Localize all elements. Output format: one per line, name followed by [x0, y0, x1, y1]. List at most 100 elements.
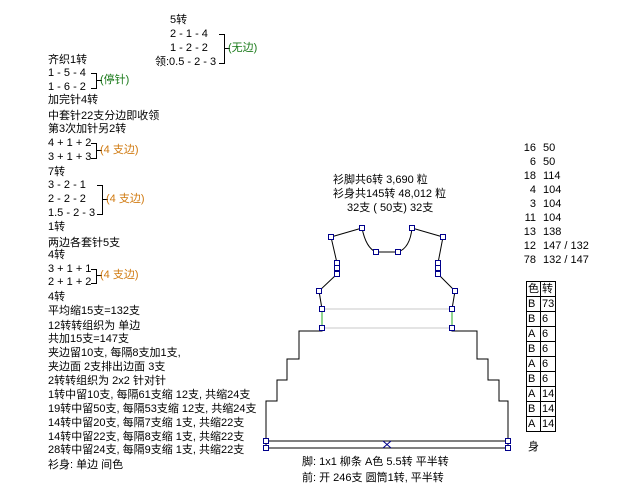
instruction-line: 1 - 5 - 4: [48, 67, 86, 79]
control-point-handle[interactable]: [505, 438, 511, 444]
footer-line: 脚: 1x1 柳条 A色 5.5转 平半转: [302, 456, 449, 468]
count-rows: 13: [523, 226, 536, 238]
instruction-line: 平均缩15支=132支: [48, 305, 141, 317]
table-cell: B: [526, 341, 541, 357]
control-point-handle[interactable]: [263, 445, 269, 451]
footer-line: 前: 开 246支 圆筒1转, 平半转: [302, 472, 444, 484]
count-value: 50: [543, 142, 556, 154]
count-value: 104: [543, 184, 562, 196]
table-cell: 色: [526, 281, 541, 297]
control-point-handle[interactable]: [334, 265, 340, 271]
instruction-line: 加完针4转: [48, 94, 99, 106]
instruction-line: 4转: [48, 291, 66, 303]
count-rows: 4: [529, 184, 536, 196]
instruction-line: 19转中留50支, 每隔53支缩 12支, 共缩24支: [48, 403, 257, 415]
control-point-handle[interactable]: [435, 260, 441, 266]
control-point-handle[interactable]: [440, 234, 446, 240]
control-point-handle[interactable]: [334, 271, 340, 277]
count-rows: 12: [523, 240, 536, 252]
table-cell: 6: [539, 326, 557, 342]
table-cell: B: [526, 311, 541, 327]
control-point-handle[interactable]: [435, 271, 441, 277]
control-point-handle[interactable]: [359, 225, 365, 231]
instruction-line: 2转转组织为 2x2 针对针: [48, 375, 166, 387]
instruction-line: 3 + 1 + 1: [48, 263, 92, 275]
note: (无边): [228, 42, 258, 54]
control-point-handle[interactable]: [505, 445, 511, 451]
control-point-handle[interactable]: [449, 306, 455, 312]
instruction-line: 4 + 1 + 2: [48, 137, 92, 149]
neck-line: 领:0.5 - 2 - 3: [155, 56, 217, 68]
table-cell: B: [526, 371, 541, 387]
table-cell: 14: [539, 416, 557, 432]
instruction-line: 4转: [48, 249, 66, 261]
center-cross-icon: [382, 440, 392, 449]
control-point-handle[interactable]: [449, 325, 455, 331]
instruction-line: 3 - 2 - 1: [48, 179, 86, 191]
table-cell: 14: [539, 401, 557, 417]
control-point-handle[interactable]: [409, 225, 415, 231]
table-caption: 身: [528, 441, 539, 453]
table-cell: 转: [539, 281, 557, 297]
table-row: B 14: [526, 401, 557, 417]
count-value: 104: [543, 212, 562, 224]
instruction-line: 1.5 - 2 - 3: [48, 207, 96, 219]
control-point-handle[interactable]: [319, 325, 325, 331]
instruction-line: 7转: [48, 166, 66, 178]
count-value: 104: [543, 198, 562, 210]
instruction-line: 第3次加针另2转: [48, 123, 127, 135]
count-rows: 16: [523, 142, 536, 154]
control-point-handle[interactable]: [319, 306, 325, 312]
instruction-line: 齐织1转: [48, 54, 88, 66]
count-rows: 3: [529, 198, 536, 210]
instruction-line: 14转中留22支, 每隔8支缩 1支, 共缩22支: [48, 431, 245, 443]
summary-line: 32支 ( 50支) 32支: [347, 202, 434, 214]
instruction-line: 14转中留20支, 每隔7支缩 1支, 共缩22支: [48, 417, 245, 429]
count-rows: 6: [529, 156, 536, 168]
instruction-line: 3 + 1 + 3: [48, 151, 92, 163]
table-row: A 14: [526, 416, 557, 432]
instruction-line: 共加15支=147支: [48, 333, 130, 345]
count-value: 138: [543, 226, 562, 238]
neck-line: 1 - 2 - 2: [170, 42, 208, 54]
garment-outline: [265, 227, 509, 449]
instruction-line: 2 + 1 + 2: [48, 276, 92, 288]
instruction-line: 28转中留24支, 每隔9支缩 1支, 共缩22支: [48, 444, 245, 456]
control-point-handle[interactable]: [373, 249, 379, 255]
table-cell: 6: [539, 371, 557, 387]
note-edge: (4 支边): [100, 269, 139, 281]
table-cell: 14: [539, 386, 557, 402]
table-cell: A: [526, 356, 541, 372]
control-point-handle[interactable]: [334, 260, 340, 266]
note-edge: (4 支边): [106, 193, 145, 205]
note-stop: (停针): [100, 74, 130, 86]
count-value: 147 / 132: [543, 240, 589, 252]
count-value: 114: [543, 170, 561, 182]
control-point-handle[interactable]: [263, 438, 269, 444]
note-edge: (4 支边): [100, 144, 139, 156]
control-point-handle[interactable]: [395, 249, 401, 255]
count-rows: 11: [524, 212, 536, 224]
control-point-handle[interactable]: [452, 288, 458, 294]
table-cell: 73: [539, 296, 557, 312]
control-point-handle[interactable]: [328, 234, 334, 240]
table-cell: B: [526, 296, 541, 312]
instruction-line: 中套针22支分边即收领: [48, 110, 160, 122]
count-rows: 18: [523, 170, 536, 182]
table-cell: A: [526, 416, 541, 432]
table-cell: 6: [539, 311, 557, 327]
instruction-line: 2 - 2 - 2: [48, 193, 86, 205]
summary-line: 衫身共145转 48,012 粒: [333, 188, 447, 200]
instruction-line: 夹边面 2支排出边面 3支: [48, 361, 166, 373]
table-row: B 73: [526, 296, 557, 312]
instruction-line: 1 - 6 - 2: [48, 81, 86, 93]
instruction-line: 1转中留10支, 每隔61支缩 12支, 共缩24支: [48, 389, 251, 401]
instruction-line: 衫身: 单边 间色: [48, 459, 124, 471]
control-point-handle[interactable]: [316, 288, 322, 294]
control-point-handle[interactable]: [435, 265, 441, 271]
